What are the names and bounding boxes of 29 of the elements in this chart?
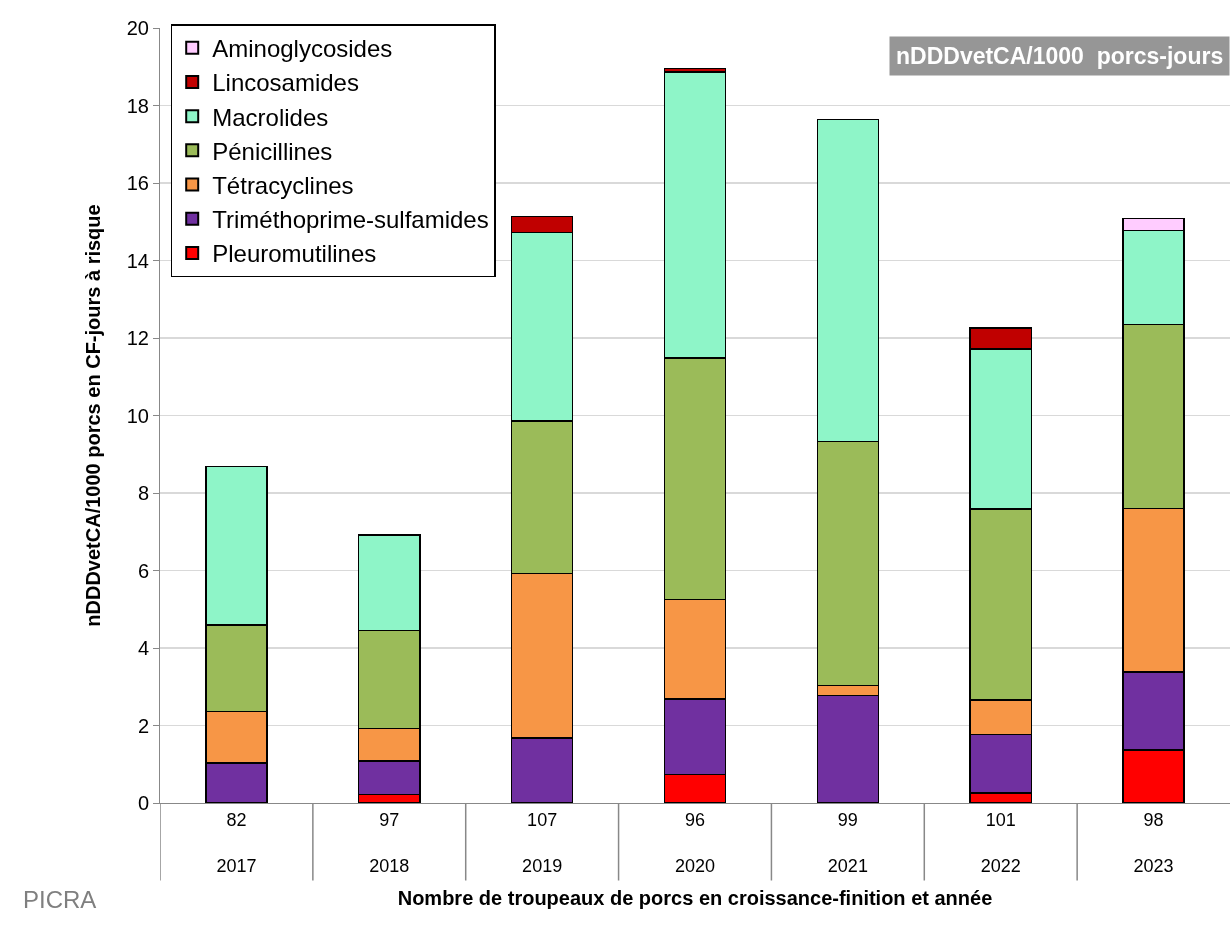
category-label: 82 2017 [216, 809, 257, 877]
category-label: 99 2021 [827, 809, 868, 877]
legend-label: Aminoglycosides [212, 35, 393, 63]
y-tick-label: 6 [137, 559, 149, 582]
legend-label: Macrolides [212, 103, 329, 131]
category-label: 107 2019 [522, 809, 563, 877]
y-tick-label: 0 [137, 792, 149, 814]
legend-label: Pénicillines [212, 137, 333, 165]
category-label: 101 2022 [980, 809, 1021, 877]
y-tick-label: 16 [126, 172, 149, 194]
y-tick-label: 8 [137, 482, 149, 504]
category-label: 96 2020 [674, 809, 716, 877]
legend-label: Pleuromutilines [212, 240, 377, 268]
legend-label: Lincosamides [212, 69, 359, 97]
y-tick-label: 10 [126, 404, 149, 427]
x-axis-title: Nombre de troupeaux de porcs en croissance-finition et année [397, 886, 993, 909]
y-tick-label: 2 [137, 714, 149, 737]
y-axis-title: nDDDvetCA/1000 porcs en CF-jours à risque [82, 204, 105, 627]
y-tick-label: 18 [126, 94, 149, 117]
annotation: nDDDvetCA/1000 porcs-jours [896, 43, 1224, 69]
y-tick-label: 4 [137, 637, 149, 659]
category-label: 98 2023 [1133, 809, 1174, 877]
y-tick-label: 12 [126, 327, 149, 349]
y-tick-label: 14 [126, 249, 149, 272]
y-tick-label: 20 [126, 17, 149, 39]
legend-label: Tétracyclines [212, 171, 354, 199]
legend-label: Triméthoprime-sulfamides [212, 206, 489, 234]
category-label: 97 2018 [369, 809, 410, 877]
text: PICRA [23, 886, 97, 913]
